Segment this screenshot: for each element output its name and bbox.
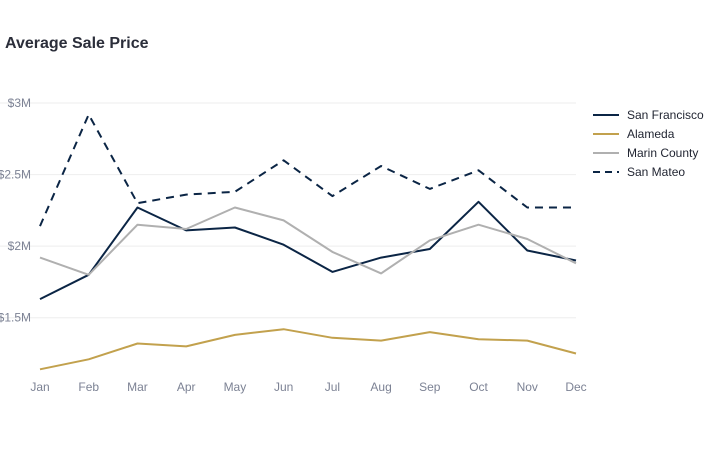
x-tick-label: Jul xyxy=(325,380,340,394)
legend-label: San Francisco xyxy=(627,108,704,122)
x-tick-label: Dec xyxy=(565,380,586,394)
series-line-alameda xyxy=(39,328,577,371)
x-axis-ticks: Jan Feb Mar Apr May Jun Jul Aug Sep Oct Nov Dec xyxy=(30,380,586,394)
y-axis-ticks: $1.5M $2M $2.5M $3M xyxy=(0,96,31,325)
y-tick-label: $2M xyxy=(8,239,31,253)
legend-label: San Mateo xyxy=(627,165,685,179)
legend: San Francisco Alameda Marin County San Mate… xyxy=(593,108,704,179)
legend-item[interactable]: San Francisco xyxy=(593,108,704,122)
x-tick-label: Aug xyxy=(370,380,391,394)
legend-item[interactable]: Alameda xyxy=(593,127,675,141)
legend-label: Alameda xyxy=(627,127,675,141)
x-tick-label: Sep xyxy=(419,380,441,394)
legend-label: Marin County xyxy=(627,146,698,160)
x-tick-label: Feb xyxy=(78,380,99,394)
y-tick-label: $1.5M xyxy=(0,311,31,325)
x-tick-label: Jun xyxy=(274,380,293,394)
x-tick-label: Apr xyxy=(177,380,196,394)
y-tick-label: $2.5M xyxy=(0,168,31,182)
series-line-marin-county xyxy=(39,206,577,276)
x-tick-label: Jan xyxy=(30,380,49,394)
x-tick-label: Nov xyxy=(517,380,538,394)
series-line-san-francisco xyxy=(39,200,577,300)
grid-lines xyxy=(0,102,576,319)
legend-item[interactable]: San Mateo xyxy=(593,165,685,179)
chart-title: Average Sale Price xyxy=(5,35,149,52)
x-tick-label: Oct xyxy=(469,380,488,394)
x-tick-label: May xyxy=(224,380,247,394)
series-lines xyxy=(39,113,577,371)
legend-item[interactable]: Marin County xyxy=(593,146,698,160)
series-line-san-mateo xyxy=(39,113,576,227)
x-tick-label: Mar xyxy=(127,380,148,394)
y-tick-label: $3M xyxy=(8,96,31,110)
